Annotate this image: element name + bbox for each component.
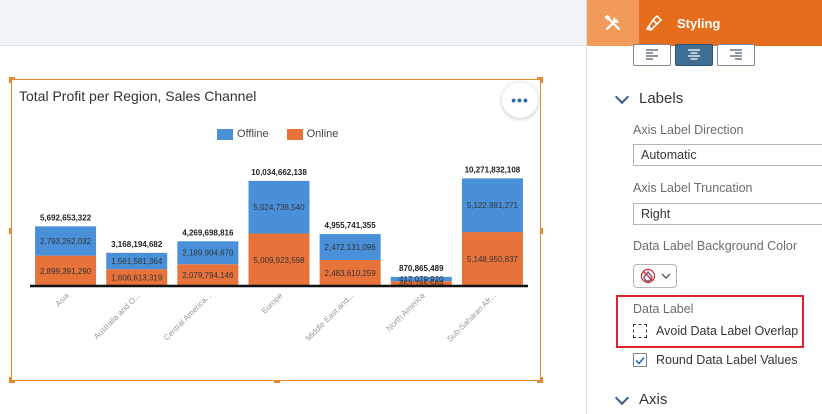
avoid-overlap-label: Avoid Data Label Overlap: [656, 324, 799, 338]
chevron-down-icon: [614, 89, 630, 104]
data-label: 1,561,581,364: [111, 257, 163, 266]
bar-segment-online: [177, 264, 239, 286]
category-label: Central America...: [162, 291, 213, 342]
data-label: 453,785,569: [399, 280, 444, 289]
axis-label-truncation-label: Axis Label Truncation: [633, 181, 753, 195]
more-icon: •••: [511, 92, 529, 108]
legend-swatch-online: [286, 128, 303, 140]
legend-label-offline: Offline: [237, 128, 269, 140]
brush-icon: [645, 14, 663, 31]
tab-builder[interactable]: [587, 0, 639, 46]
round-values-checkbox[interactable]: [633, 353, 647, 367]
data-label: 5,024,738,540: [253, 203, 305, 212]
bar-segment-offline: [248, 180, 310, 234]
total-label: 10,034,662,138: [251, 168, 307, 177]
tools-icon: [604, 14, 621, 31]
data-label: 2,483,610,259: [325, 269, 377, 278]
bar-segment-online: [390, 281, 452, 286]
checkmark-icon: [635, 356, 645, 365]
resize-handle-bottom-right[interactable]: [537, 377, 543, 383]
bar-segment-offline: [461, 178, 523, 233]
data-label-bg-color-picker[interactable]: [633, 264, 677, 288]
styling-panel: Styling Labels Axis Label Direction Auto…: [586, 0, 822, 414]
no-fill-icon: [640, 268, 655, 284]
data-label: 1,606,613,319: [111, 274, 163, 283]
chart-title: Total Profit per Region, Sales Channel: [19, 88, 257, 104]
data-label-bg-color-label: Data Label Background Color: [633, 239, 797, 253]
section-labels-title: Labels: [639, 90, 684, 107]
data-label: 5,122,881,271: [467, 201, 519, 210]
legend-item-online[interactable]: Online: [286, 128, 339, 140]
panel-header: Styling: [587, 0, 822, 46]
data-label: 5,148,950,837: [467, 255, 519, 264]
section-labels[interactable]: Labels: [614, 89, 684, 107]
bar-segment-online: [248, 233, 310, 286]
highlight-box: [616, 295, 804, 348]
tab-styling[interactable]: Styling: [645, 0, 720, 46]
category-label: Sub-Saharan Afr...: [445, 291, 498, 344]
stacked-bar-chart: 2,899,391,290 2,793,262,032 5,692,653,322 A…: [30, 165, 528, 344]
total-label: 870,865,489: [399, 264, 444, 273]
total-label: 4,269,698,816: [182, 228, 234, 237]
data-label: 417,079,920: [399, 275, 444, 284]
legend-label-online: Online: [306, 128, 339, 140]
align-right-button[interactable]: [717, 44, 755, 66]
bar-segment-online: [319, 259, 381, 286]
bar-segment-online: [35, 255, 97, 286]
avoid-overlap-checkbox[interactable]: [633, 324, 647, 338]
axis-label-truncation-select[interactable]: Right: [633, 203, 822, 225]
resize-handle-top-left[interactable]: [9, 77, 15, 83]
data-label: 2,472,131,096: [325, 243, 377, 252]
total-label: 10,271,832,108: [465, 165, 521, 174]
resize-handle-bottom-left[interactable]: [9, 377, 15, 383]
data-label: 2,793,262,032: [40, 237, 92, 246]
chevron-down-icon: [661, 273, 670, 279]
more-options-button[interactable]: •••: [502, 82, 538, 118]
round-values-label: Round Data Label Values: [656, 353, 798, 367]
axis-label-direction-label: Axis Label Direction: [633, 123, 744, 137]
bar-segment-offline: [319, 234, 381, 260]
category-label: Middle East and...: [304, 291, 356, 343]
chart-widget[interactable]: Total Profit per Region, Sales Channel •…: [9, 77, 543, 383]
total-label: 3,168,194,682: [111, 240, 163, 249]
data-label: 5,009,923,598: [253, 256, 305, 265]
category-label: Asia: [54, 291, 72, 309]
legend-item-offline[interactable]: Offline: [217, 128, 269, 140]
canvas-toolbar: [0, 0, 586, 46]
data-label: 2,899,391,290: [40, 267, 92, 276]
alignment-group: [633, 44, 759, 66]
resize-handle-left[interactable]: [9, 228, 12, 234]
section-axis-title: Axis: [639, 391, 668, 408]
align-center-icon: [688, 49, 700, 60]
total-label: 5,692,653,322: [40, 213, 92, 222]
bar-segment-offline: [390, 276, 452, 282]
chart-legend: Offline Online: [217, 128, 356, 140]
data-label: 2,189,904,670: [182, 249, 234, 258]
bar-segment-offline: [177, 241, 239, 265]
align-left-button[interactable]: [633, 44, 671, 66]
section-axis[interactable]: Axis: [614, 390, 668, 408]
tab-styling-label: Styling: [677, 15, 721, 31]
resize-handle-right[interactable]: [540, 228, 543, 234]
resize-handle-bottom[interactable]: [274, 380, 280, 383]
align-right-icon: [730, 49, 742, 60]
bar-segment-offline: [106, 252, 168, 270]
resize-handle-top-right[interactable]: [537, 77, 543, 83]
total-label: 4,955,741,355: [325, 221, 377, 230]
data-label: 2,079,794,146: [182, 271, 234, 280]
align-center-button[interactable]: [675, 44, 713, 66]
bar-segment-offline: [35, 226, 97, 256]
category-label: Australia and O...: [92, 291, 142, 341]
bar-segment-online: [106, 269, 168, 286]
category-label: Europe: [260, 291, 285, 316]
legend-swatch-offline: [217, 128, 233, 140]
category-label: North America: [384, 291, 427, 334]
data-label-heading: Data Label: [633, 302, 694, 316]
axis-label-direction-select[interactable]: Automatic: [633, 144, 822, 166]
bar-segment-online: [461, 232, 523, 286]
story-canvas: Total Profit per Region, Sales Channel •…: [0, 0, 586, 383]
chevron-down-icon: [614, 390, 630, 405]
align-left-icon: [646, 49, 658, 60]
